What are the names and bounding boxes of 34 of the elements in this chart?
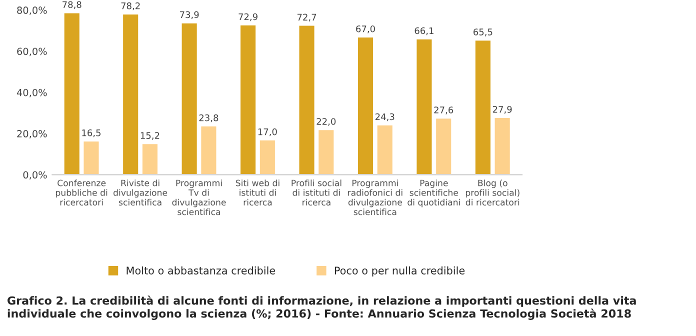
data-label: 23,8 (199, 114, 218, 122)
y-tick-label: 60,0% (17, 48, 47, 56)
x-tick-label: Blog (o profili social) di ricercatori (466, 180, 520, 206)
data-label: 78,2 (121, 2, 140, 10)
x-tick-label: Programmi radiofonici di divulgazione scientifica (348, 180, 402, 216)
data-label: 72,7 (297, 14, 316, 22)
data-label: 73,9 (180, 11, 199, 20)
data-label: 67,0 (356, 25, 375, 34)
legend-label: Poco o per nulla credibile (334, 266, 465, 276)
data-label: 65,5 (474, 28, 492, 36)
data-label: 78,8 (62, 1, 82, 9)
legend-label: Molto o abbastanza credibile (126, 266, 276, 274)
y-tick-label: 0,0% (23, 171, 47, 180)
y-tick-label: 80,0% (17, 6, 47, 15)
x-tick-label: Pagine scientifiche di quotidiani (408, 180, 460, 208)
data-label: 24,3 (375, 113, 394, 122)
data-label: 15,2 (140, 132, 160, 140)
x-tick-label: Siti web di istituti di ricerca (236, 180, 280, 206)
data-label: 16,5 (82, 129, 101, 138)
x-tick-label: Riviste di divulgazione scientifica (114, 180, 168, 206)
y-tick-label: 20,0% (17, 130, 47, 138)
y-tick-label: 40,0% (16, 88, 47, 98)
x-tick-label: Programmi Tv di divulgazione scientifica (172, 180, 226, 216)
x-tick-label: Profili social di istituti di ricerca (292, 180, 342, 206)
data-label: 27,6 (434, 106, 454, 114)
bar (180, 22, 198, 175)
data-label: 66,1 (414, 27, 434, 36)
bar (200, 125, 218, 175)
x-tick-label: Conferenze pubbliche di ricercatori (56, 180, 108, 206)
data-label: 72,9 (238, 13, 258, 22)
data-label: 27,9 (492, 106, 512, 114)
text: Grafico 2. La credibilità di alcune fonti di informazione, in relazione a importanti questioni della vita individuale che coinvolgono la scienza (%; 2016) - Fonte: Annuario Scienza Tecnologia Società 2018 (8, 296, 636, 320)
data-label: 22,0 (316, 118, 336, 126)
data-label: 17,0 (258, 128, 277, 136)
